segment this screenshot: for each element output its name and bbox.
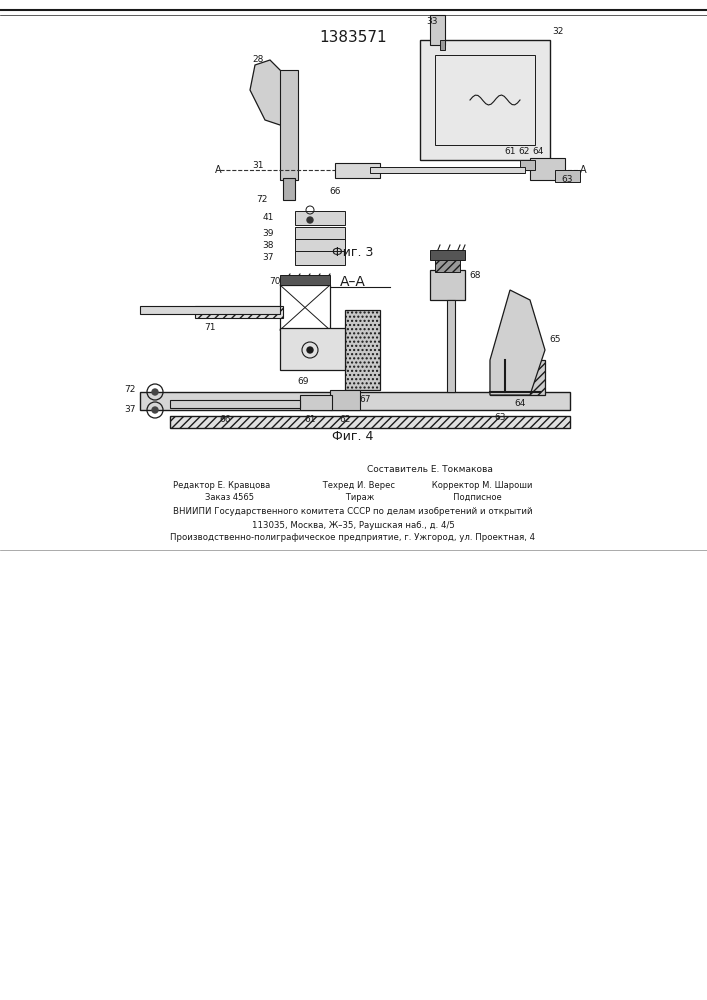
Bar [370, 167, 525, 173]
Text: 62: 62 [339, 416, 351, 424]
Bar [420, 40, 550, 160]
Bar [295, 239, 345, 253]
Text: Производственно-полиграфическое предприятие, г. Ужгород, ул. Проектная, 4: Производственно-полиграфическое предприя… [170, 534, 536, 542]
Text: 66: 66 [329, 188, 341, 196]
Text: Фиг. 4: Фиг. 4 [332, 430, 374, 444]
Text: 37: 37 [262, 252, 274, 261]
Bar [440, 40, 445, 50]
Text: 72: 72 [124, 385, 136, 394]
Text: 72: 72 [257, 196, 268, 205]
Bar [430, 15, 445, 45]
Bar [280, 70, 298, 180]
Bar [280, 328, 345, 370]
Text: 61: 61 [504, 147, 515, 156]
Bar [195, 306, 283, 318]
Text: A: A [580, 165, 586, 175]
Bar [435, 257, 460, 272]
Bar [520, 160, 535, 170]
Bar [170, 400, 300, 408]
Bar [435, 55, 535, 145]
Bar [280, 275, 330, 285]
Text: 69: 69 [297, 377, 309, 386]
Bar [335, 163, 380, 178]
Text: 38: 38 [262, 240, 274, 249]
Text: 37: 37 [124, 406, 136, 414]
Circle shape [152, 389, 158, 395]
Text: 39: 39 [262, 229, 274, 237]
Bar [530, 158, 565, 180]
Text: 64: 64 [532, 147, 544, 156]
Text: 28: 28 [252, 55, 264, 64]
Text: Заказ 4565                                   Тираж                              : Заказ 4565 Тираж [204, 493, 501, 502]
Text: 113035, Москва, Ж–35, Раушская наб., д. 4/5: 113035, Москва, Ж–35, Раушская наб., д. … [252, 520, 455, 530]
Bar [283, 178, 295, 200]
Circle shape [307, 347, 313, 353]
Text: A: A [215, 165, 221, 175]
Text: Редактор Е. Кравцова                    Техред И. Верес              Корректор М: Редактор Е. Кравцова Техред И. Верес Кор… [173, 481, 532, 489]
Text: 70: 70 [269, 277, 281, 286]
Text: 68: 68 [469, 270, 481, 279]
Text: 67: 67 [359, 395, 370, 404]
Polygon shape [490, 290, 545, 395]
Bar [170, 416, 570, 428]
Text: 31: 31 [252, 160, 264, 169]
Bar [330, 390, 360, 410]
Circle shape [307, 217, 313, 223]
Bar [300, 395, 332, 410]
Text: 62: 62 [518, 147, 530, 156]
Bar [140, 392, 570, 410]
Text: 63: 63 [561, 176, 573, 184]
Text: А–А: А–А [340, 275, 366, 289]
Text: ВНИИПИ Государственного комитета СССР по делам изобретений и открытий: ВНИИПИ Государственного комитета СССР по… [173, 508, 533, 516]
Polygon shape [250, 60, 295, 125]
Text: Фиг. 3: Фиг. 3 [332, 245, 374, 258]
Bar [295, 227, 345, 241]
Bar [295, 251, 345, 265]
Text: 33: 33 [426, 17, 438, 26]
Text: 41: 41 [262, 213, 274, 222]
Text: 1383571: 1383571 [319, 30, 387, 45]
Text: 65: 65 [549, 336, 561, 344]
Circle shape [152, 407, 158, 413]
Bar [430, 250, 465, 260]
Bar [555, 170, 580, 182]
Text: 64: 64 [514, 399, 526, 408]
Bar [295, 211, 345, 225]
Text: 61: 61 [304, 416, 316, 424]
Text: Составитель Е. Токмакова: Составитель Е. Токмакова [367, 466, 493, 475]
Text: 63: 63 [494, 414, 506, 422]
Text: 32: 32 [552, 27, 563, 36]
Text: 71: 71 [204, 324, 216, 332]
Text: 66: 66 [219, 416, 230, 424]
Bar [345, 310, 380, 390]
Bar [447, 300, 455, 392]
Bar [430, 270, 465, 300]
Bar [140, 306, 280, 314]
Bar [280, 285, 330, 330]
Bar [490, 360, 545, 395]
